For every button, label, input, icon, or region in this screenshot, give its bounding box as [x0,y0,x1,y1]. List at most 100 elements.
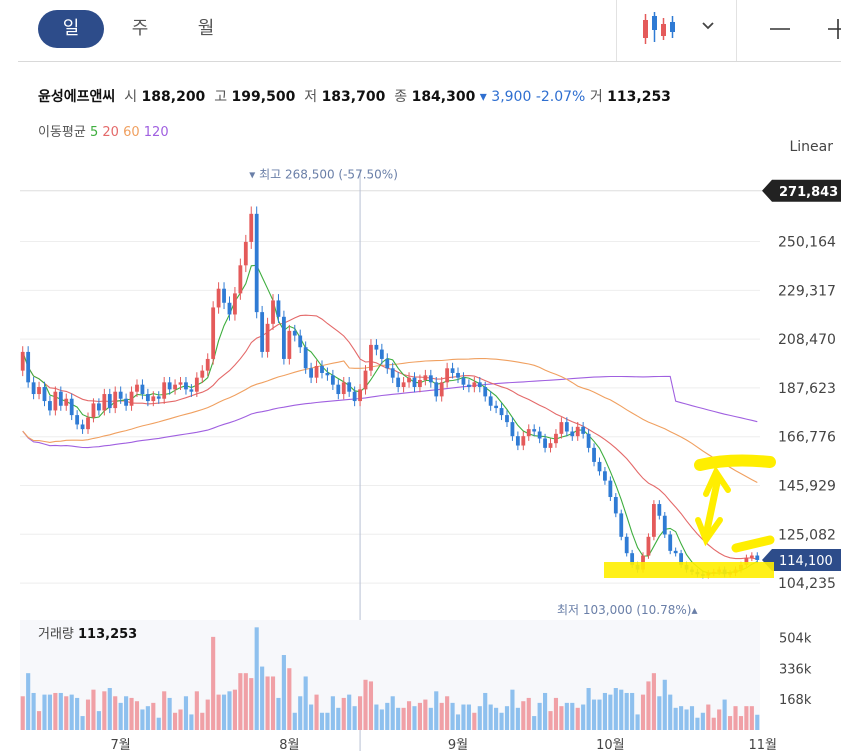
candle-body [369,344,373,371]
candle [548,438,553,453]
x-tick-label: 11월 [748,738,777,751]
volume-bar [325,712,330,730]
volume-bar [488,704,493,730]
candle [31,377,36,400]
candle [162,377,167,404]
volume-bar [303,676,308,730]
candle-body [554,433,558,444]
candle [178,377,183,390]
candle-body [292,330,297,336]
candle [276,294,281,323]
candle-body [113,391,118,409]
tab-weekly[interactable]: 주 [131,18,149,39]
stock-name: 윤성에프앤씨 [38,89,116,105]
candle-body [379,349,384,359]
candle [363,365,368,395]
volume-bar [47,694,52,730]
candle [499,403,504,421]
candle-body [80,424,85,430]
candle-body [107,394,112,409]
x-tick-label: 8월 [279,738,299,751]
volume-label: 거래량 113,253 [38,627,137,642]
candle-body [173,384,177,390]
volume-bar [510,689,515,730]
highlight-stroke [694,454,776,471]
candle-body [194,377,199,392]
volume-bar [646,681,651,730]
volume-bar [564,702,569,730]
highlight-arrow-head [703,465,731,497]
candle [124,393,129,411]
x-tick-label: 7월 [111,738,131,751]
candle-body [243,241,248,266]
candle [613,493,618,518]
candlestick-icon[interactable] [640,8,680,48]
change-value: 3,900 [491,89,532,105]
volume-bar [662,679,667,730]
candle-body [341,382,346,395]
candle [129,386,134,411]
volume-bar [515,707,520,730]
candle-body [575,426,580,437]
close-label: 종 [394,89,408,105]
candle-body [358,389,362,402]
candle [20,346,25,377]
volume-bar [586,688,591,730]
candle-body [347,382,352,392]
volume-bar [390,696,395,730]
volume-bar [472,712,477,730]
volume-bar [434,691,439,730]
volume-bar [330,696,335,730]
scale-mode[interactable]: Linear [789,139,833,155]
candle-body [162,382,167,399]
candle [91,398,96,423]
candle-body [309,368,314,378]
candle-body [755,555,760,560]
volume-bar [494,707,499,730]
y-tick-label: 208,470 [778,332,836,348]
candle-body [20,351,25,371]
candle [238,258,243,300]
candle [205,353,210,377]
high-label: 고 [214,89,228,105]
volume-bar [238,673,243,730]
candle-body [64,398,69,406]
candle [86,412,90,434]
candle [292,324,297,342]
candle-body [494,405,499,409]
volume-bar [287,668,292,730]
volume-bar [232,689,237,730]
candle-body [461,377,466,385]
candle-body [156,396,161,399]
moving-average-legend[interactable]: 이동평균 5 20 60 120 [38,121,169,140]
candle-body [401,382,406,388]
volume-bar [445,696,450,730]
candle-body [211,307,216,359]
chevron-down-icon[interactable] [700,18,716,34]
tab-monthly[interactable]: 월 [197,18,215,39]
candle [102,388,107,416]
plus-icon[interactable] [826,17,841,41]
candle [145,388,150,407]
volume-bar [602,692,607,730]
volume-bar [477,706,482,730]
volume-bar [319,712,325,730]
volume-value: 113,253 [78,627,137,642]
candle-body [472,382,477,388]
volume-bar [439,702,444,730]
candle [662,512,667,538]
minus-icon[interactable] [768,17,792,41]
candle [510,417,515,441]
volume-bar [521,701,526,730]
candle [48,395,52,416]
volume-bar [178,709,183,730]
tab-daily[interactable]: 일 [38,10,104,48]
candle-body [102,394,107,411]
candle-body [651,504,656,537]
volume-bar [679,706,684,730]
volume-bar [755,714,760,730]
candle-body [673,550,678,554]
volume-bar [423,699,428,730]
candle-body [53,391,58,411]
